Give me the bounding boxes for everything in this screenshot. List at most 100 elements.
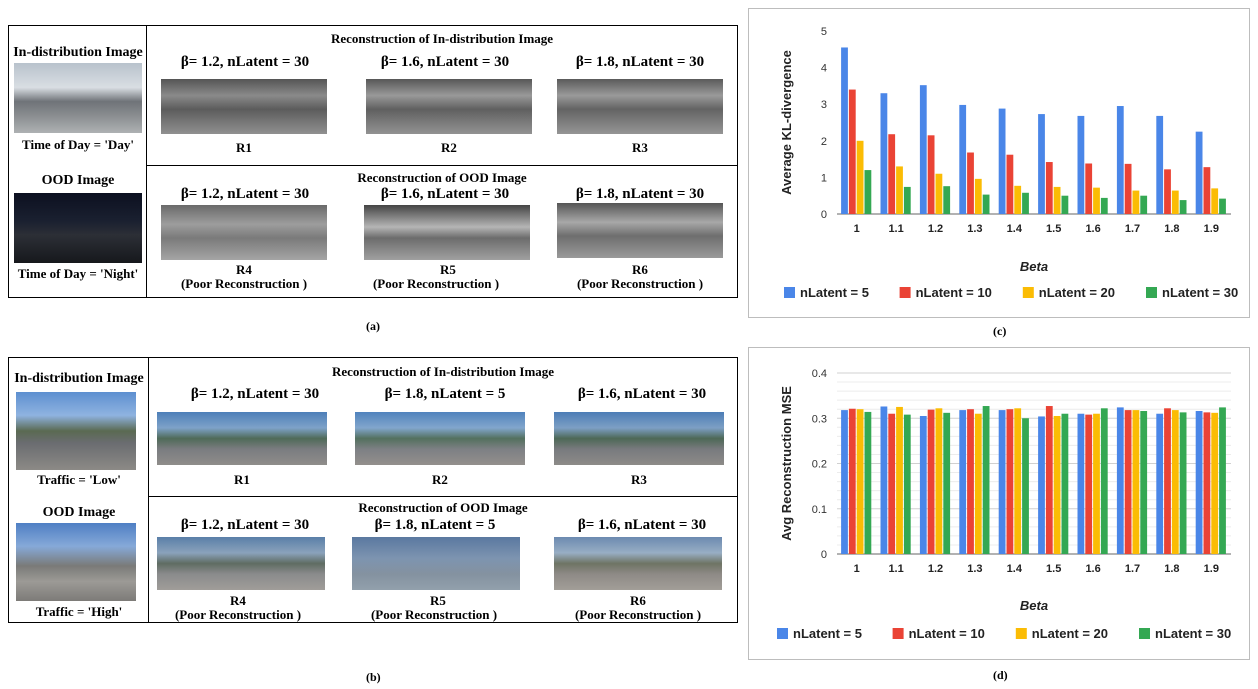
figure-label-b: (b) [366,670,381,684]
a-recon-r1 [161,79,327,134]
a-ood-caption: Time of Day = 'Night' [17,266,139,281]
b-ood-title: OOD Image [42,505,116,520]
legend-swatch [892,628,904,639]
bar [1053,186,1061,214]
y-tick-label: 0.3 [812,413,827,425]
bar [841,47,848,214]
x-tick-label: 1.2 [928,563,943,575]
bar [1093,413,1100,554]
bar [935,173,943,214]
bar [927,409,935,554]
legend-label: nLatent = 5 [800,285,869,300]
b-ood-image [16,523,136,601]
b-label-r1: R1 [234,472,250,487]
a-recon-r2 [366,79,532,134]
bar [982,194,990,214]
x-tick-label: 1.7 [1125,223,1140,235]
x-tick-label: 1.4 [1007,563,1023,575]
bar [919,415,927,554]
a-poor-r4: (Poor Reconstruction ) [180,276,308,291]
y-axis-label: Average KL-divergence [779,50,794,195]
bar [1171,190,1179,214]
bar [1219,407,1226,554]
y-tick-label: 3 [821,99,827,111]
a-bottom-param-1: β= 1.2, nLatent = 30 [180,186,310,202]
b-recon-r5 [352,537,520,590]
bar [896,166,903,214]
y-tick-label: 0.2 [812,459,827,471]
a-recon-r6 [557,203,723,258]
b-top-header: Reconstruction of In-distribution Image [331,364,555,379]
y-tick-label: 4 [821,63,827,75]
bar [1116,407,1124,554]
bar [1014,408,1022,554]
bar [959,410,967,554]
a-poor-r6: (Poor Reconstruction ) [576,276,704,291]
x-tick-label: 1.3 [967,223,982,235]
x-tick-label: 1.6 [1085,223,1100,235]
bar [856,140,864,214]
x-tick-label: 1.5 [1046,563,1061,575]
legend-swatch [1146,287,1157,298]
x-tick-label: 1 [854,563,860,575]
bar [1219,198,1226,214]
y-tick-label: 5 [821,26,827,38]
a-indist-title: In-distribution Image [13,45,143,60]
b-recon-r4 [157,537,325,590]
b-recon-r2 [355,412,525,465]
bar [1006,409,1014,554]
b-top-param-1: β= 1.2, nLatent = 30 [190,386,320,402]
b-top-param-3: β= 1.6, nLatent = 30 [577,386,707,402]
reconstruction-mse-chart: 0 0.1 0.2 0.3 0.4 1 1.1 1.2 1.3 1.4 1.5 1.6 1.7 1.8 1.… [777,368,1231,641]
bar [1077,115,1085,214]
bar [1171,410,1179,554]
bar [1124,410,1132,554]
x-tick-label: 1.7 [1125,563,1140,575]
y-tick-label: 0 [821,549,827,561]
bar [1203,412,1211,554]
a-bottom-param-2: β= 1.6, nLatent = 30 [380,186,510,202]
y-tick-label: 1 [821,172,827,184]
bar [1195,131,1203,214]
a-bottom-param-3: β= 1.8, nLatent = 30 [575,186,705,202]
bar [848,408,856,554]
y-tick-label: 2 [821,136,827,148]
a-top-param-2: β= 1.6, nLatent = 30 [380,54,510,70]
bar [1179,412,1187,554]
b-poor-r4: (Poor Reconstruction ) [174,607,302,622]
panel-b [8,357,738,623]
bar [888,413,896,554]
a-ood-image [14,193,142,263]
bar [903,414,911,554]
bar [1100,197,1108,214]
bar [943,186,951,214]
bar [1085,163,1093,214]
bar [903,186,911,214]
legend-label: nLatent = 30 [1162,285,1238,300]
bar [1006,154,1014,214]
a-indist-image [14,63,142,133]
bar [848,89,856,214]
legend-label: nLatent = 5 [793,626,862,641]
a-label-r4: R4 [236,262,252,277]
b-label-r5: R5 [430,593,446,608]
bar [856,409,864,554]
b-indist-image [16,392,136,470]
bar [1022,192,1029,214]
x-tick-label: 1.8 [1164,563,1179,575]
b-label-r3: R3 [631,472,647,487]
bar [864,170,872,214]
b-bottom-param-2: β= 1.8, nLatent = 5 [374,517,496,533]
a-label-r3: R3 [632,140,648,155]
b-indist-caption: Traffic = 'Low' [37,472,121,487]
panel-a-row-divider [146,165,738,166]
bar [1038,416,1045,554]
a-label-r2: R2 [441,140,457,155]
b-label-r4: R4 [230,593,246,608]
bar [1093,187,1100,214]
bar [967,152,974,214]
b-poor-r6: (Poor Reconstruction ) [574,607,702,622]
a-bottom-header: Reconstruction of OOD Image [357,170,527,185]
b-ood-caption: Traffic = 'High' [35,604,123,619]
bar [1164,169,1171,214]
